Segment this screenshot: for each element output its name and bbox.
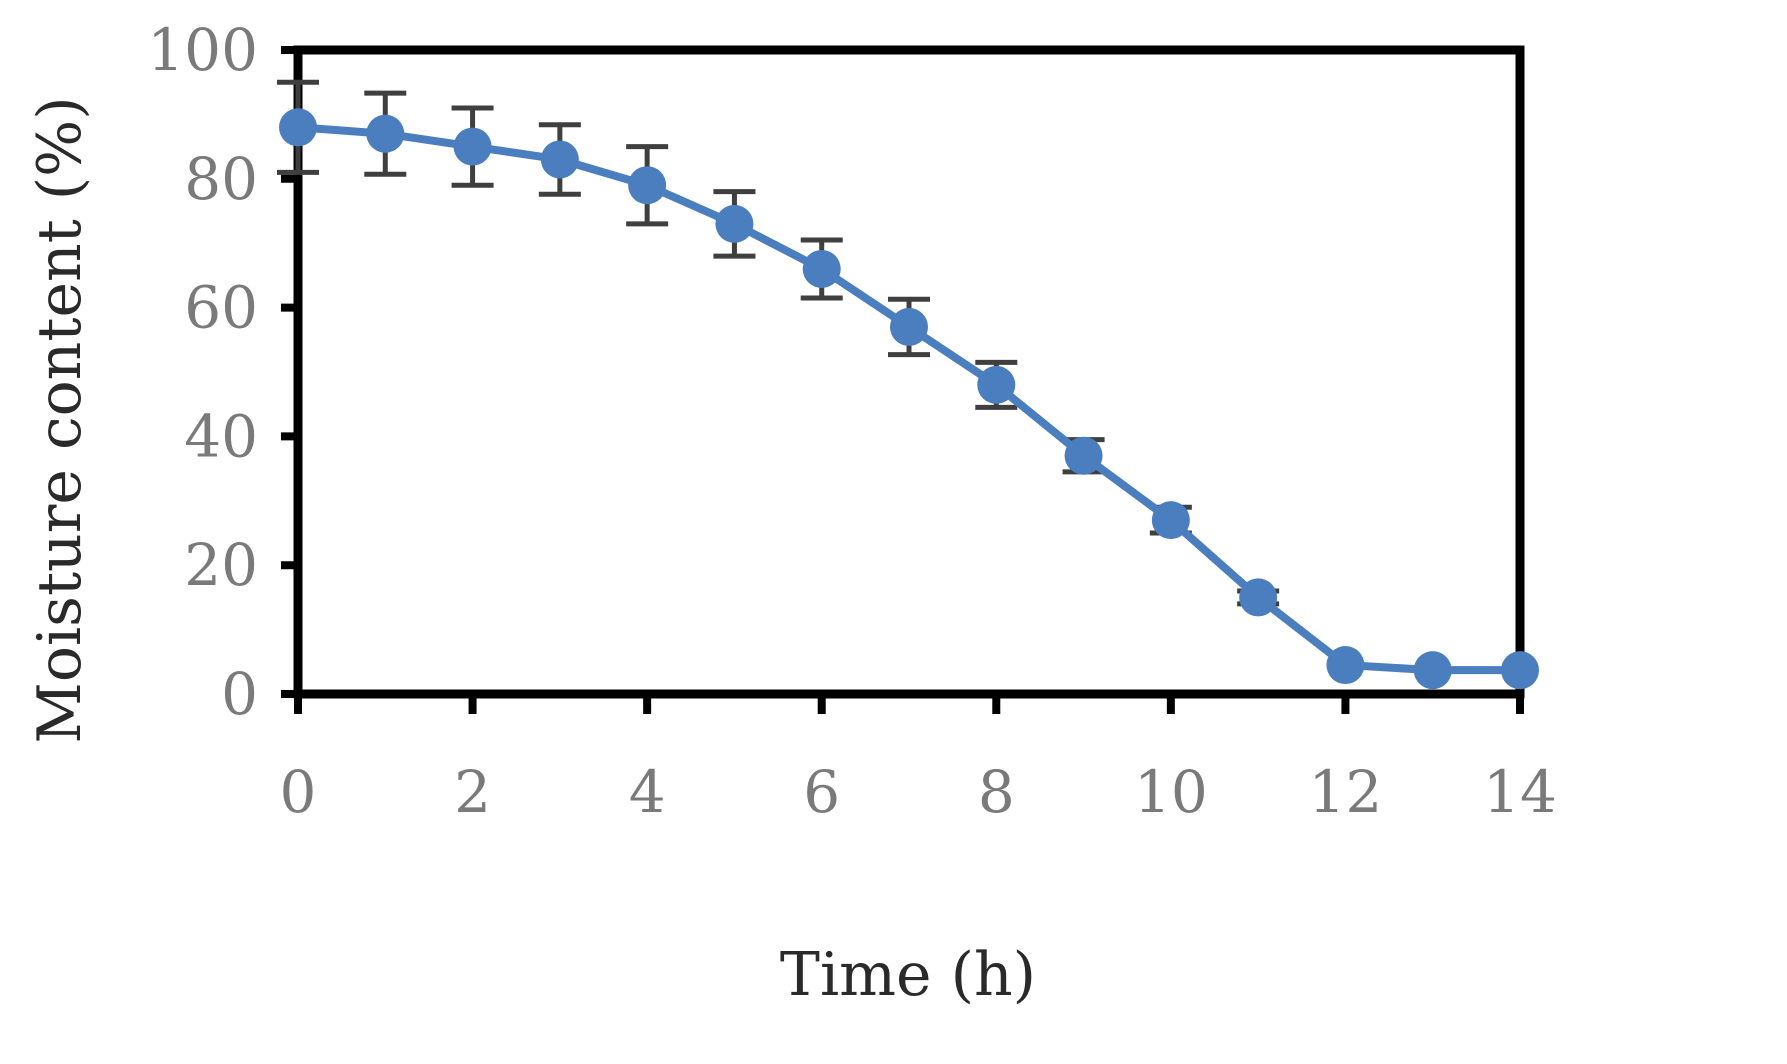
data-point-marker (977, 365, 1016, 404)
x-tick-label: 4 (629, 758, 666, 826)
data-point-marker (802, 249, 841, 288)
y-axis-ticks: 0 20 40 60 80 100 (147, 16, 298, 728)
data-point-marker (453, 127, 492, 166)
data-point-marker (366, 114, 405, 153)
y-axis-title: Moisture content (%) (25, 96, 95, 743)
x-axis-title: Time (h) (780, 940, 1036, 1010)
data-series-line (297, 123, 1520, 675)
data-point-marker (715, 204, 754, 243)
y-tick-label: 80 (184, 145, 258, 213)
x-tick-label: 10 (1134, 758, 1208, 826)
data-point-marker (1413, 651, 1452, 690)
data-point-marker (1501, 651, 1539, 690)
x-tick-label: 14 (1483, 758, 1557, 826)
y-tick-label: 0 (221, 660, 258, 728)
y-tick-label: 20 (184, 531, 258, 599)
data-point-marker (628, 166, 667, 205)
x-tick-label: 8 (978, 758, 1015, 826)
data-point-marker (890, 307, 928, 346)
plot-frame (293, 45, 1525, 699)
data-point-marker (279, 108, 317, 147)
y-tick-label: 100 (147, 16, 258, 84)
y-tick-label: 40 (184, 402, 258, 470)
data-point-marker (1064, 436, 1103, 475)
x-tick-label: 12 (1309, 758, 1383, 826)
data-point-marker (1151, 501, 1190, 540)
error-bars (277, 79, 1280, 607)
data-markers (279, 108, 1539, 690)
data-point-marker (1239, 578, 1278, 617)
y-tick-label: 60 (184, 274, 258, 342)
data-point-marker (540, 140, 579, 179)
series-polyline (297, 123, 1520, 675)
data-point-marker (1326, 646, 1365, 685)
x-tick-label: 0 (280, 758, 317, 826)
x-tick-label: 2 (454, 758, 491, 826)
x-axis-ticks: 0 2 4 6 8 10 12 14 (280, 694, 1557, 826)
plot-border (293, 45, 1525, 699)
x-tick-label: 6 (803, 758, 840, 826)
